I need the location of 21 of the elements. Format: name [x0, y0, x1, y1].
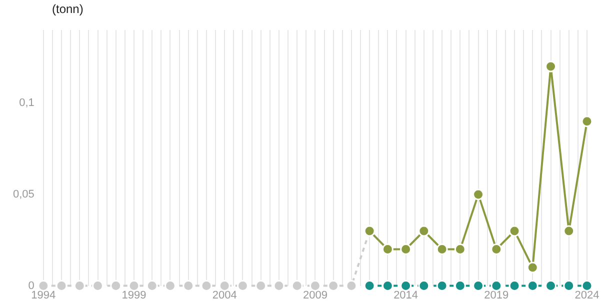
x-tick-label: 1999: [122, 289, 146, 302]
x-tick-label: 2019: [484, 289, 509, 302]
x-tick-label: 1994: [31, 289, 56, 302]
point: [581, 116, 593, 128]
point: [508, 225, 520, 237]
x-tick-label: 2024: [574, 289, 600, 302]
point: [454, 244, 466, 256]
x-tick-label: 2009: [302, 289, 328, 302]
point: [418, 225, 430, 237]
point: [436, 244, 448, 256]
y-tick-label: 0,05: [12, 188, 34, 200]
point: [400, 244, 412, 256]
x-tick-label: 2004: [212, 289, 237, 302]
y-axis-title: (tonn): [52, 2, 84, 16]
point: [526, 262, 538, 274]
y-tick-label: 0,1: [19, 97, 34, 110]
point: [563, 225, 575, 237]
x-tick-label: 2014: [394, 289, 418, 302]
y-tick-label: 0: [28, 280, 34, 292]
point: [490, 244, 502, 256]
point: [382, 244, 394, 256]
